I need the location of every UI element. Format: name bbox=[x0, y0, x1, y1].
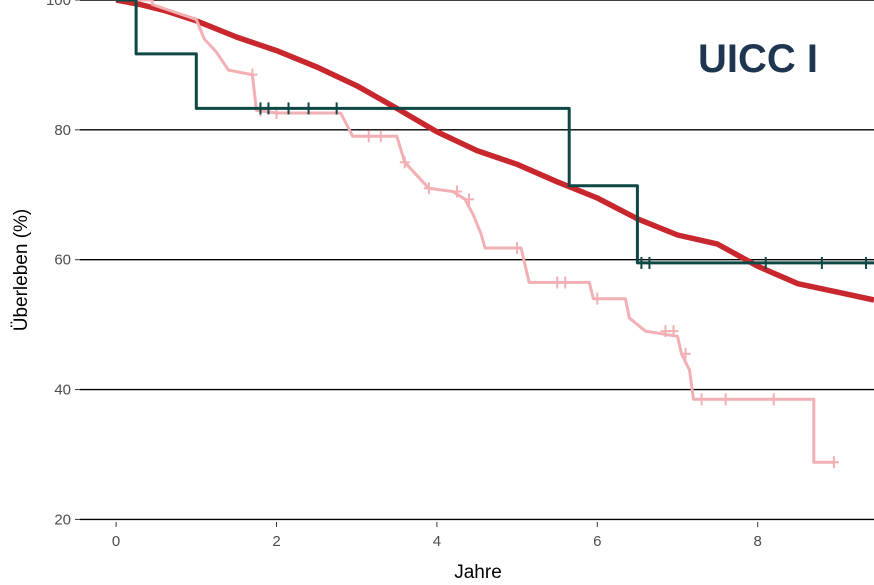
y-tick-label: 100 bbox=[46, 0, 71, 9]
x-tick-label: 8 bbox=[754, 533, 762, 550]
series-0 bbox=[115, 0, 874, 303]
y-tick-label: 80 bbox=[54, 122, 71, 139]
survival-curves bbox=[115, 0, 874, 469]
x-tick-label: 4 bbox=[433, 533, 441, 550]
series-2 bbox=[116, 0, 874, 269]
y-tick-label: 60 bbox=[54, 252, 71, 269]
series-line bbox=[116, 0, 874, 265]
chart-annotation: UICC I bbox=[698, 37, 818, 81]
y-axis-title: Überleben (%) bbox=[11, 209, 32, 332]
y-tick-label: 20 bbox=[54, 511, 71, 528]
x-axis-title: Jahre bbox=[454, 562, 502, 583]
x-tick-label: 2 bbox=[272, 533, 280, 550]
x-tick-label: 6 bbox=[593, 533, 601, 550]
x-tick-label: 0 bbox=[112, 533, 120, 550]
grid-lines bbox=[80, 0, 874, 521]
series-line bbox=[116, 0, 834, 464]
axes: 20 40 60 80 100 0 2 4 6 8 bbox=[46, 0, 762, 550]
series-line bbox=[115, 0, 874, 303]
series-1 bbox=[116, 0, 839, 469]
y-tick-label: 40 bbox=[54, 382, 71, 399]
